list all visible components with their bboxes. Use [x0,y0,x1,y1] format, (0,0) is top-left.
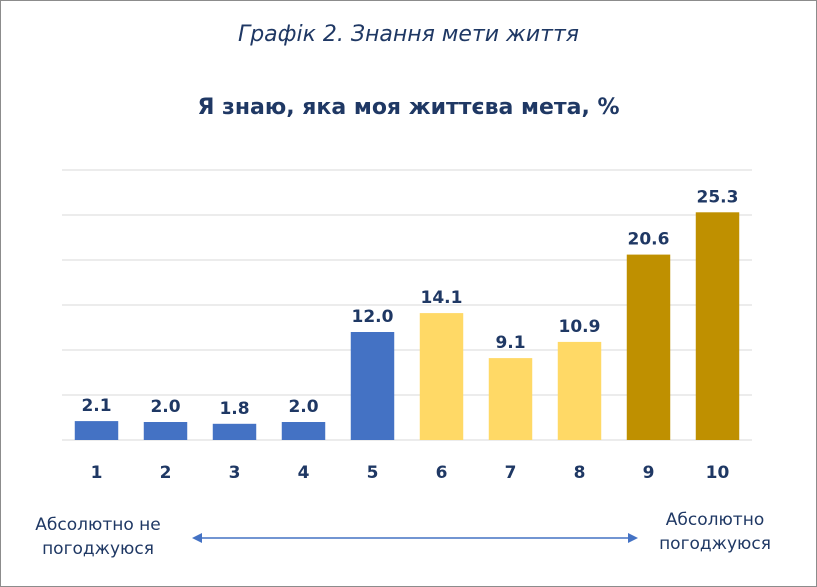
chart-title: Я знаю, яка моя життєва мета, % [197,95,620,120]
bar-1 [74,421,119,440]
value-label-5: 12.0 [352,307,394,327]
bar-4 [281,422,326,440]
bar-10 [695,212,740,440]
value-label-1: 2.1 [81,396,111,416]
value-label-10: 25.3 [697,187,739,207]
x-tick-label-8: 8 [574,463,586,483]
x-tick-labels: 1 2 3 4 5 6 7 8 9 10 [91,463,730,483]
x-tick-label-1: 1 [91,463,103,483]
value-label-3: 1.8 [219,399,249,419]
figure-caption: Графік 2. Знання мети життя [237,22,580,47]
bar-9 [626,254,671,440]
scale-note-disagree: Абсолютно не погоджуюся [35,515,161,559]
x-tick-label-4: 4 [298,463,310,483]
value-label-4: 2.0 [288,397,318,417]
x-tick-label-10: 10 [706,463,730,483]
arrow-left-head [192,533,202,543]
x-tick-label-3: 3 [229,463,241,483]
value-labels: 2.1 2.0 1.8 2.0 12.0 14.1 9.1 10.9 20.6 25.3 [81,187,738,418]
bar-3 [212,423,257,440]
value-label-7: 9.1 [495,333,525,353]
x-tick-label-7: 7 [505,463,517,483]
scale-note-agree: Абсолютно погоджуюся [659,510,771,554]
arrow-right-head [628,533,638,543]
value-label-2: 2.0 [150,397,180,417]
x-tick-label-6: 6 [436,463,448,483]
bar-8 [557,341,602,440]
value-label-6: 14.1 [421,288,463,308]
bar-6 [419,313,464,440]
bar-5 [350,332,395,440]
x-tick-label-2: 2 [160,463,172,483]
value-label-9: 20.6 [628,230,670,250]
x-tick-label-5: 5 [367,463,379,483]
bar-2 [143,422,188,440]
value-label-8: 10.9 [559,317,601,337]
bar-7 [488,358,533,440]
x-tick-label-9: 9 [643,463,655,483]
bars [74,212,740,440]
